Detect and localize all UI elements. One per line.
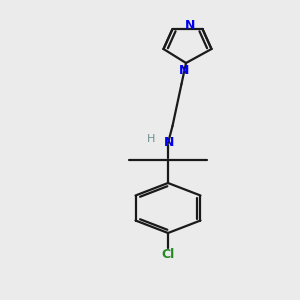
Text: Cl: Cl (161, 248, 175, 262)
Text: N: N (164, 136, 175, 149)
Text: N: N (185, 19, 195, 32)
Text: H: H (146, 134, 155, 144)
Text: N: N (178, 64, 189, 77)
